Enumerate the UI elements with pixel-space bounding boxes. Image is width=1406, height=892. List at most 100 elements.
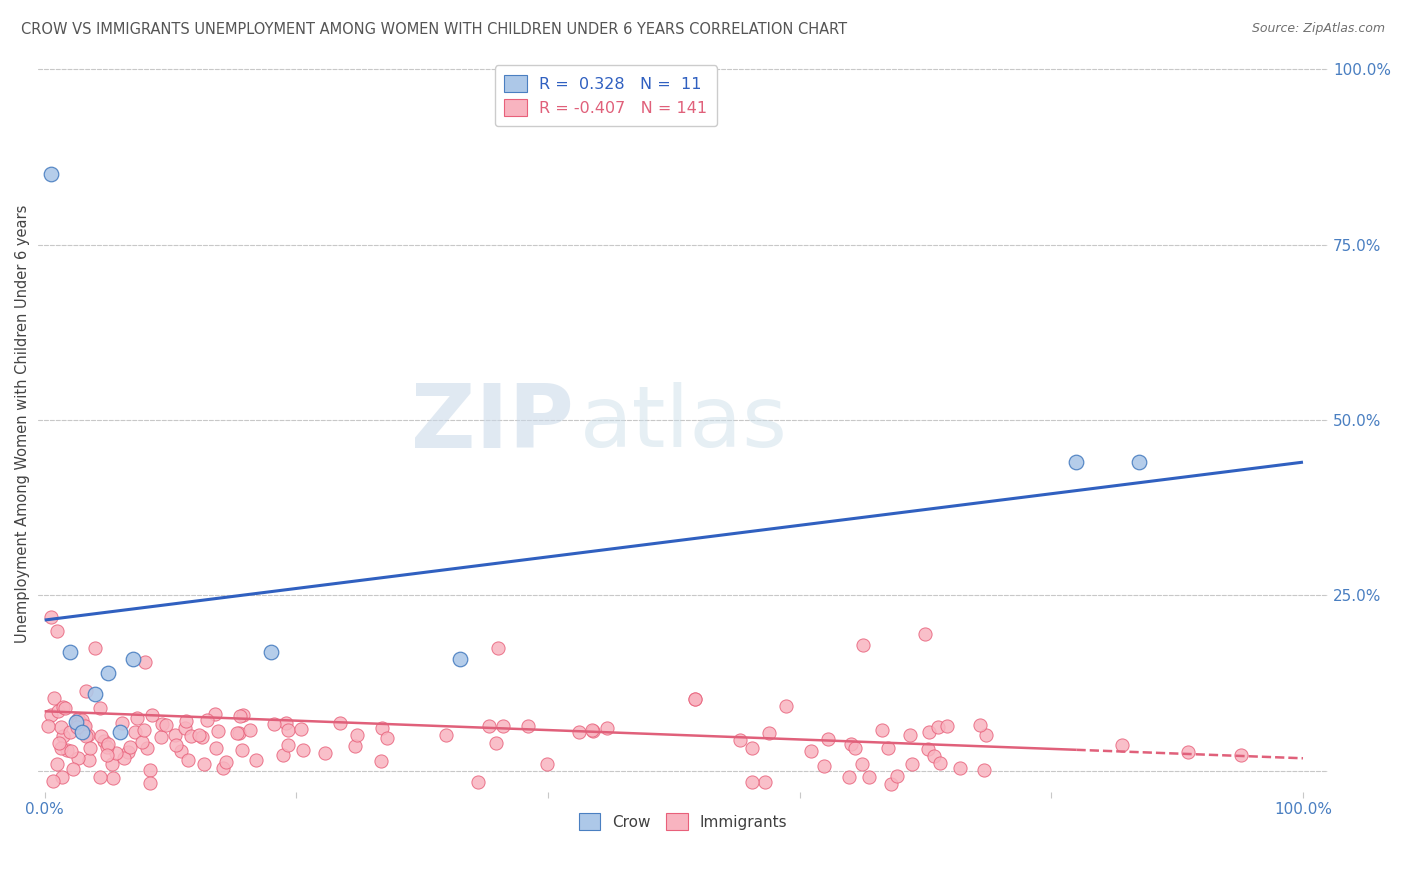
Point: [858, 770, 880, 784]
Point: [1230, 747, 1253, 762]
Point: [75, 684, 97, 698]
Point: [39, 708, 62, 723]
Point: [191, 730, 214, 744]
Point: [917, 741, 939, 756]
Point: [205, 740, 228, 755]
Point: [67, 751, 90, 765]
Point: [89, 701, 111, 715]
Point: [741, 775, 763, 789]
Point: [292, 742, 315, 756]
Point: [89, 770, 111, 784]
Point: [165, 728, 187, 742]
Point: [42, 690, 65, 705]
Point: [53, 701, 76, 715]
Point: [65, 714, 87, 729]
Point: [536, 757, 558, 772]
Point: [165, 738, 187, 752]
Point: [277, 738, 299, 752]
Point: [75, 719, 97, 733]
Point: [75, 729, 97, 743]
Point: [55, 743, 77, 757]
Text: atlas: atlas: [581, 382, 787, 465]
Point: [118, 739, 141, 754]
Point: [371, 721, 394, 735]
Point: [596, 721, 619, 735]
Point: [48, 736, 70, 750]
Point: [155, 718, 177, 732]
Point: [969, 718, 991, 732]
Point: [492, 718, 515, 732]
Point: [478, 719, 501, 733]
Point: [96, 740, 118, 755]
Point: [314, 747, 336, 761]
Point: [62, 762, 84, 776]
Point: [174, 721, 197, 735]
Point: [96, 665, 118, 680]
Point: [193, 757, 215, 772]
Point: [898, 728, 921, 742]
Point: [111, 716, 134, 731]
Point: [886, 769, 908, 783]
Point: [851, 638, 873, 652]
Legend: Crow, Immigrants: Crow, Immigrants: [572, 807, 793, 836]
Point: [66, 715, 89, 730]
Point: [66, 716, 89, 731]
Point: [434, 728, 457, 742]
Point: [229, 709, 252, 723]
Point: [485, 736, 508, 750]
Point: [277, 723, 299, 737]
Point: [46, 704, 69, 718]
Point: [77, 728, 100, 742]
Point: [103, 771, 125, 785]
Point: [486, 641, 509, 656]
Point: [813, 759, 835, 773]
Point: [121, 651, 143, 665]
Point: [149, 730, 172, 744]
Point: [49, 740, 72, 755]
Point: [66, 712, 89, 726]
Point: [245, 753, 267, 767]
Point: [105, 746, 128, 760]
Point: [231, 743, 253, 757]
Point: [914, 627, 936, 641]
Point: [112, 750, 135, 764]
Point: [170, 744, 193, 758]
Point: [232, 708, 254, 723]
Point: [581, 723, 603, 738]
Point: [870, 723, 893, 738]
Point: [922, 748, 945, 763]
Point: [59, 645, 82, 659]
Point: [844, 740, 866, 755]
Point: [215, 756, 238, 770]
Point: [96, 737, 118, 751]
Point: [271, 747, 294, 762]
Point: [344, 739, 367, 753]
Point: [67, 719, 90, 733]
Point: [683, 692, 706, 706]
Text: CROW VS IMMIGRANTS UNEMPLOYMENT AMONG WOMEN WITH CHILDREN UNDER 6 YEARS CORRELAT: CROW VS IMMIGRANTS UNEMPLOYMENT AMONG WO…: [21, 22, 848, 37]
Point: [101, 756, 124, 771]
Point: [877, 740, 900, 755]
Point: [51, 770, 73, 784]
Text: Source: ZipAtlas.com: Source: ZipAtlas.com: [1251, 22, 1385, 36]
Point: [741, 741, 763, 756]
Point: [84, 641, 107, 656]
Point: [96, 748, 118, 763]
Point: [46, 624, 69, 638]
Point: [274, 716, 297, 731]
Point: [935, 719, 957, 733]
Point: [73, 718, 96, 732]
Point: [918, 724, 941, 739]
Y-axis label: Unemployment Among Women with Children Under 6 years: Unemployment Among Women with Children U…: [15, 204, 30, 643]
Point: [207, 724, 229, 739]
Point: [79, 741, 101, 756]
Point: [90, 729, 112, 743]
Point: [188, 728, 211, 742]
Point: [37, 719, 59, 733]
Point: [131, 735, 153, 749]
Point: [730, 732, 752, 747]
Point: [174, 714, 197, 729]
Point: [263, 716, 285, 731]
Point: [817, 731, 839, 746]
Point: [582, 723, 605, 738]
